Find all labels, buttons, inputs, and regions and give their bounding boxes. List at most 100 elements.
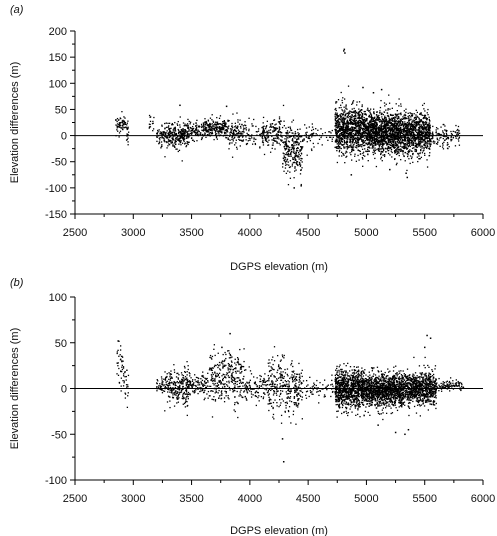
data-point: [173, 381, 176, 384]
data-point: [414, 125, 416, 127]
data-point: [185, 397, 187, 399]
data-point: [170, 132, 172, 134]
data-point: [407, 154, 409, 156]
data-point: [293, 152, 296, 155]
data-point: [169, 389, 171, 391]
data-point: [245, 139, 247, 141]
data-point: [265, 138, 267, 140]
data-point: [217, 392, 219, 394]
data-point: [403, 145, 405, 147]
data-point: [276, 142, 278, 144]
data-point: [343, 117, 345, 119]
data-point: [409, 155, 412, 157]
data-point: [392, 117, 394, 119]
data-point: [176, 392, 178, 394]
data-point: [166, 137, 168, 139]
data-point: [175, 137, 178, 139]
data-point: [157, 380, 159, 382]
data-point: [186, 380, 189, 382]
data-point: [171, 391, 173, 393]
data-point: [381, 142, 384, 144]
data-point: [355, 131, 357, 133]
data-point: [371, 120, 374, 122]
data-point: [296, 156, 299, 158]
data-point: [397, 146, 399, 149]
data-point: [376, 114, 378, 116]
data-point: [413, 129, 415, 131]
x-tick-label: 4500: [296, 227, 320, 239]
data-point: [368, 114, 371, 117]
data-point: [398, 131, 400, 134]
data-point: [423, 114, 425, 117]
data-point: [367, 153, 369, 155]
data-point: [202, 122, 205, 124]
data-point: [381, 135, 384, 138]
data-point: [426, 137, 429, 139]
data-point: [198, 130, 200, 133]
data-point: [286, 145, 289, 148]
data-point: [366, 118, 368, 121]
data-point: [195, 385, 197, 387]
data-point: [415, 150, 417, 152]
data-point: [238, 136, 240, 138]
data-point: [291, 139, 293, 141]
data-point: [185, 385, 188, 387]
data-point: [368, 124, 370, 126]
data-point: [186, 135, 188, 137]
data-point: [358, 111, 361, 113]
data-point: [188, 383, 190, 386]
data-point: [184, 406, 187, 408]
data-point: [380, 153, 382, 156]
data-point: [121, 361, 123, 363]
data-point: [361, 118, 363, 120]
data-point: [388, 115, 390, 118]
data-point: [278, 127, 281, 129]
data-point: [396, 147, 398, 150]
data-point: [423, 149, 425, 152]
data-point: [369, 137, 371, 139]
data-point: [291, 143, 294, 146]
data-point: [194, 129, 197, 131]
data-point: [369, 142, 371, 144]
data-point: [161, 388, 163, 390]
data-point: [179, 124, 181, 126]
data-point: [171, 377, 173, 379]
data-point: [343, 135, 346, 138]
data-point: [350, 133, 352, 135]
data-point: [346, 141, 348, 144]
data-point: [350, 153, 352, 156]
data-point: [336, 138, 338, 141]
data-point: [126, 386, 128, 388]
data-point: [195, 389, 197, 391]
data-point: [389, 133, 391, 135]
data-point: [182, 383, 184, 385]
data-point: [357, 122, 360, 124]
data-point: [295, 151, 297, 154]
data-point: [182, 122, 185, 124]
data-point: [424, 117, 427, 119]
data-point: [295, 159, 297, 161]
data-point: [367, 128, 370, 130]
data-point: [336, 115, 338, 117]
data-point: [239, 119, 241, 121]
data-point: [377, 140, 380, 142]
data-point: [177, 401, 180, 403]
data-point: [389, 144, 391, 146]
data-point: [364, 155, 366, 157]
data-point: [374, 132, 376, 134]
data-point: [117, 349, 119, 352]
data-point: [417, 123, 420, 125]
data-point: [436, 138, 439, 141]
data-point: [422, 133, 424, 135]
data-point: [282, 157, 285, 160]
data-point: [210, 126, 212, 128]
data-point: [241, 136, 244, 138]
data-point: [126, 128, 128, 131]
data-point: [454, 145, 457, 147]
y-tick-label: -100: [45, 183, 67, 195]
data-point: [164, 133, 166, 135]
data-point: [408, 118, 410, 120]
data-point: [364, 124, 366, 126]
data-point: [406, 127, 408, 129]
data-point: [424, 154, 426, 157]
